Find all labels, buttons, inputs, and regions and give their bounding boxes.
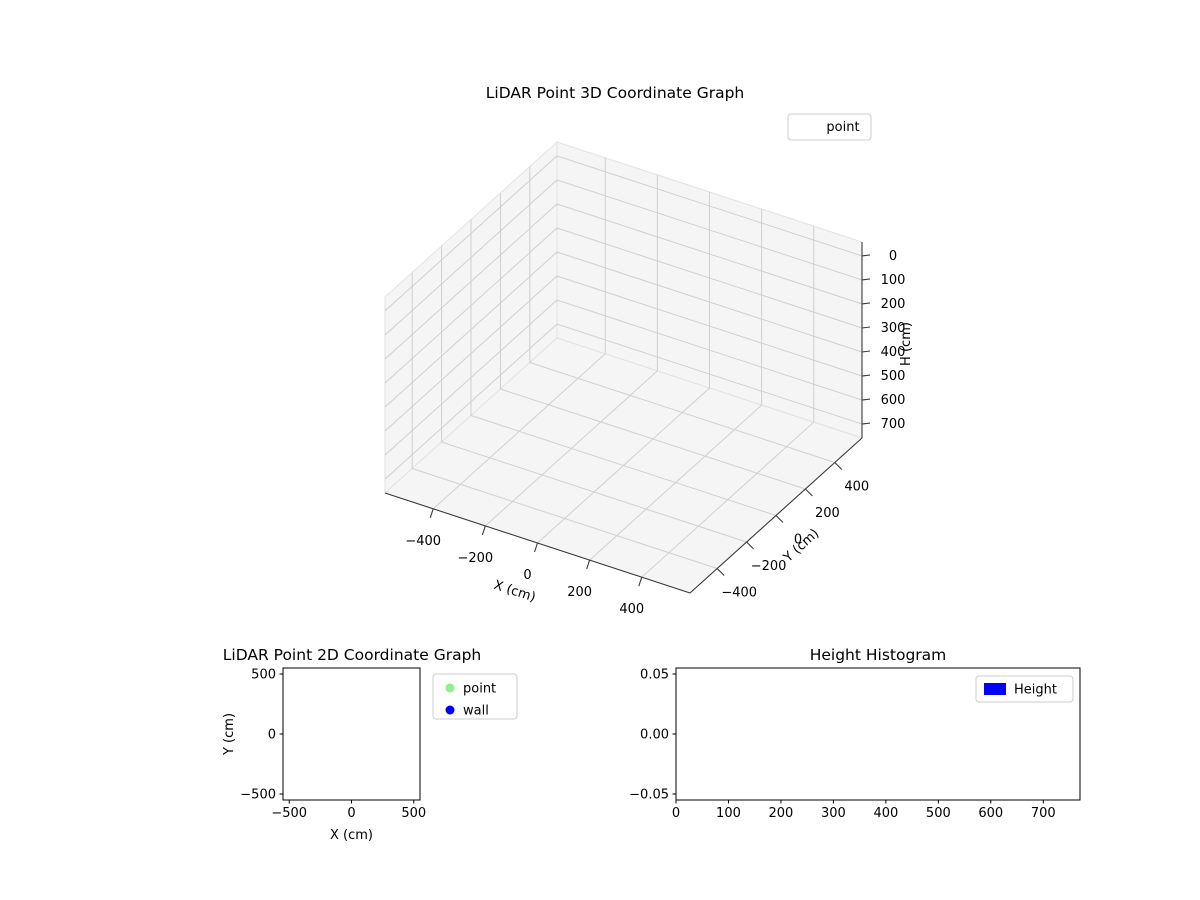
gridline	[556, 227, 863, 329]
tick-label: 0.05	[640, 668, 669, 683]
gridline	[556, 275, 863, 377]
tick-mark	[861, 302, 871, 305]
gridline	[384, 203, 558, 360]
gridline	[556, 251, 863, 353]
gridline	[470, 415, 777, 516]
tick-label: 400	[844, 480, 869, 495]
chart-3d-title: LiDAR Point 3D Coordinate Graph	[485, 84, 745, 102]
tick-label: 200	[815, 506, 840, 521]
tick-mark	[834, 462, 843, 470]
legend-box	[787, 113, 872, 141]
tick-label: 400	[619, 602, 644, 617]
tick-label: 100	[881, 273, 906, 288]
legend-box	[975, 675, 1074, 703]
tick-label: 700	[881, 417, 906, 432]
tick-label: −200	[751, 559, 787, 574]
tick-mark	[638, 577, 643, 587]
tick-label: 200	[769, 806, 794, 821]
tick-label: 200	[567, 585, 592, 600]
tick-label: −500	[271, 806, 307, 821]
tick-label: −400	[405, 534, 441, 549]
tick-mark	[481, 525, 486, 536]
gridline	[384, 251, 558, 408]
legend-box	[432, 673, 518, 720]
tick-label: −400	[721, 585, 757, 600]
y-axis-label: Y (cm)	[222, 713, 237, 756]
tick-mark	[533, 542, 539, 553]
legend-marker	[445, 705, 455, 715]
tick-label: −500	[240, 788, 276, 803]
gridline	[529, 362, 835, 463]
gridline	[384, 179, 558, 336]
tick-mark	[586, 559, 591, 570]
gridline	[556, 323, 863, 425]
tick-label: 0.00	[640, 728, 669, 743]
legend-marker	[445, 683, 455, 693]
chart-2d-legend: point wall	[432, 673, 518, 720]
tick-label: 200	[881, 297, 906, 312]
tick-label: 100	[716, 806, 741, 821]
tick-label: 500	[251, 668, 276, 683]
tick-label: 300	[821, 806, 846, 821]
tick-mark	[775, 515, 784, 523]
tick-label: 600	[881, 393, 906, 408]
tick-label: 0	[523, 568, 531, 583]
gridline	[556, 155, 863, 257]
tick-label: −200	[458, 551, 494, 566]
tick-label: 500	[881, 369, 906, 384]
gridline	[441, 441, 747, 543]
tick-mark	[746, 541, 754, 550]
chart-2d-title: LiDAR Point 2D Coordinate Graph	[222, 646, 482, 664]
chart-2d-axes: −500 0 500 −500 0 500 X (cm) Y (cm)	[222, 667, 426, 843]
gridline	[556, 299, 863, 401]
tick-label: 0	[889, 249, 897, 264]
tick-label: 700	[1031, 806, 1056, 821]
tick-mark	[861, 422, 871, 425]
tick-label: 0	[268, 728, 276, 743]
gridline	[384, 275, 558, 432]
chart-3d-legend: point	[787, 113, 872, 141]
tick-mark	[861, 278, 871, 281]
tick-label: 0	[672, 806, 680, 821]
tick-label: 300	[881, 321, 906, 336]
tick-label: 400	[881, 345, 906, 360]
tick-label: 500	[401, 806, 426, 821]
tick-mark	[861, 374, 871, 377]
tick-label: −0.05	[629, 788, 669, 803]
tick-mark	[861, 350, 871, 353]
tick-mark	[805, 488, 813, 497]
gridline	[556, 179, 863, 281]
gridline	[556, 203, 863, 305]
gridline	[384, 323, 558, 480]
gridline	[384, 299, 558, 456]
tick-mark	[861, 254, 871, 257]
gridline	[500, 388, 806, 490]
tick-label: 600	[978, 806, 1003, 821]
gridline	[384, 155, 558, 312]
axes-frame	[282, 667, 421, 801]
gridline	[384, 227, 558, 384]
legend-label: point	[826, 120, 859, 135]
chart-histogram-title: Height Histogram	[809, 646, 947, 664]
tick-label: 0	[794, 533, 802, 548]
legend-label: Height	[1014, 683, 1057, 698]
legend-swatch	[984, 683, 1006, 695]
chart-histogram-legend: Height	[975, 675, 1074, 703]
tick-label: 0	[347, 806, 355, 821]
tick-label: 500	[926, 806, 951, 821]
tick-mark	[716, 568, 725, 576]
chart-3d-axes: −400 −200 0 200 400 −400 −200 0 200 400 0 100 200 300…	[384, 140, 914, 617]
tick-mark	[861, 326, 871, 329]
legend-label: point	[463, 682, 496, 697]
tick-mark	[861, 398, 871, 401]
x-axis-label: X (cm)	[330, 828, 373, 843]
tick-mark	[429, 508, 434, 518]
legend-label: wall	[463, 704, 489, 719]
tick-label: 400	[873, 806, 898, 821]
z-axis-label: H (cm)	[899, 322, 914, 366]
gridline	[412, 468, 718, 569]
